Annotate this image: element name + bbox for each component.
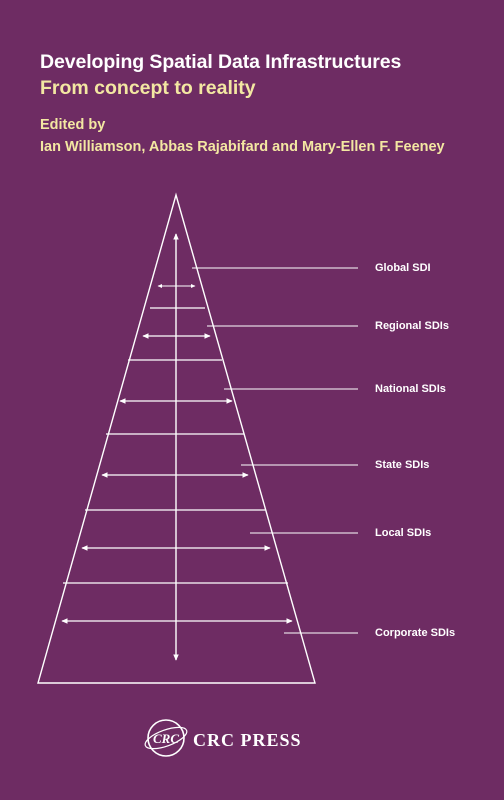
level-label-global: Global SDI: [375, 262, 431, 274]
level-label-national: National SDIs: [375, 383, 446, 395]
level-label-regional: Regional SDIs: [375, 320, 449, 332]
level-label-state: State SDIs: [375, 459, 430, 471]
level-label-local: Local SDIs: [375, 527, 432, 539]
level-label-corporate: Corporate SDIs: [375, 627, 456, 639]
book-title: Developing Spatial Data Infrastructures: [40, 51, 402, 73]
crc-logo-text: CRC: [153, 731, 179, 746]
editors-names: Ian Williamson, Abbas Rajabifard and Mar…: [40, 139, 445, 155]
publisher-name: CRC PRESS: [193, 730, 302, 750]
crc-logo-icon: CRC: [144, 719, 188, 757]
pyramid-outline: [37, 192, 316, 684]
edited-by-label: Edited by: [40, 117, 106, 133]
book-subtitle: From concept to reality: [40, 77, 256, 99]
